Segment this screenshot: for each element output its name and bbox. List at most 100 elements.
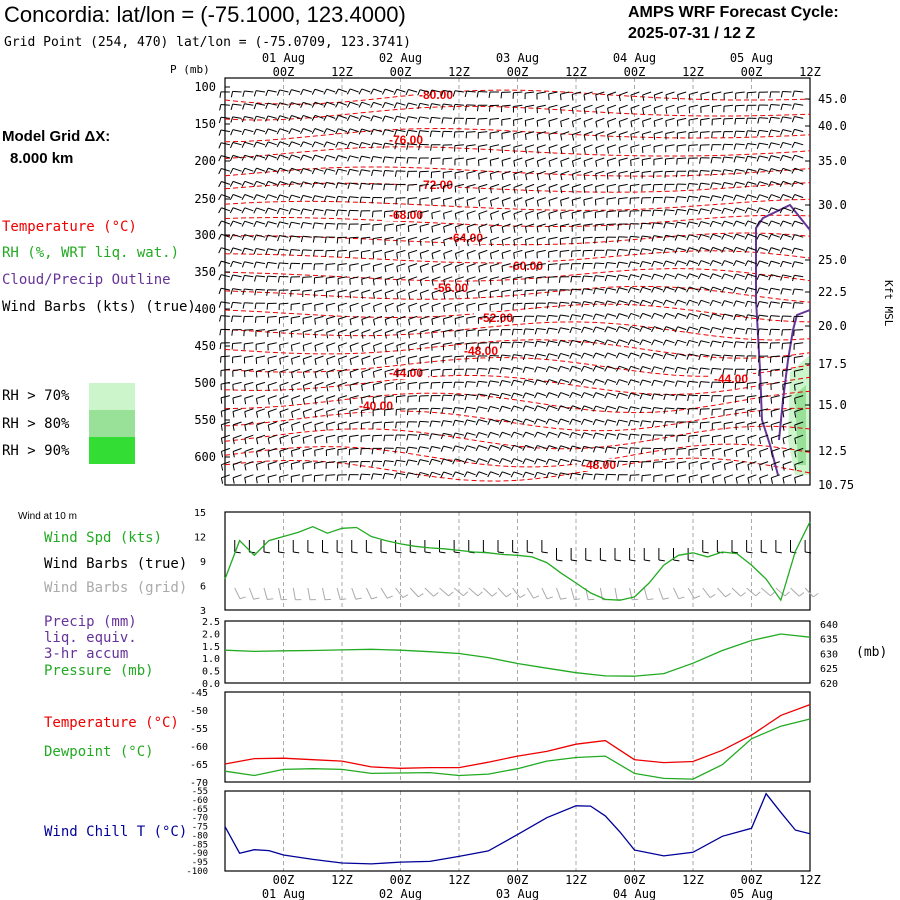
- wind-barb-flag: [782, 464, 785, 471]
- wind-barb-flag: [791, 194, 796, 201]
- wind-barb: [630, 352, 640, 357]
- wind-barb-flag: [417, 459, 421, 466]
- wind-barb: [256, 234, 266, 238]
- wind-barb: [630, 379, 640, 383]
- height-tick-label: 15.0: [818, 398, 847, 412]
- wind-barb: [618, 446, 628, 449]
- wind-barb: [221, 194, 231, 199]
- wind-barb-flag: [466, 253, 469, 260]
- wind-barb: [630, 117, 640, 122]
- wind-barb: [525, 197, 535, 202]
- wind-barb-flag: [218, 234, 222, 240]
- wind-barb: [279, 154, 289, 159]
- wind-barb: [653, 260, 663, 265]
- wind-barb-flag: [780, 302, 784, 309]
- wind-barb-flag: [229, 220, 234, 227]
- wind-barb-flag: [264, 141, 269, 148]
- wind-barb: [361, 155, 371, 159]
- wind-barb: [291, 474, 301, 478]
- wind-barb-flag: [229, 181, 234, 187]
- wind-barb-flag: [371, 197, 374, 204]
- wind-barb: [689, 91, 699, 95]
- wind-barb: [560, 340, 570, 344]
- wind-barb: [782, 154, 792, 159]
- wind-barb-flag: [662, 260, 667, 267]
- wind-barb-flag: [557, 340, 561, 347]
- wind-barb: [724, 220, 734, 225]
- wind-barb: [361, 101, 371, 106]
- wind-barb: [759, 447, 769, 452]
- wind-barb-flag: [382, 115, 386, 122]
- wind-barb-flag: [408, 332, 410, 339]
- wind-barb-flag: [722, 156, 725, 163]
- wind-barb: [408, 236, 418, 241]
- wind-barb-flag: [288, 222, 292, 229]
- wind-barb: [572, 117, 582, 122]
- wind-barb: [735, 327, 745, 331]
- wind-barb: [747, 434, 757, 439]
- wind-barb: [548, 472, 558, 476]
- wind-barb: [455, 276, 465, 281]
- wind-barb-flag: [323, 168, 327, 175]
- wind-barb-flag: [688, 476, 691, 484]
- wind-barb-flag: [595, 94, 598, 101]
- wind-barb: [302, 434, 312, 439]
- wind-barb-flag: [372, 292, 375, 299]
- wind-barb-flag: [768, 194, 772, 201]
- wind-barb-flag: [431, 318, 434, 326]
- wind-barb: [560, 157, 570, 162]
- wind-barb: [232, 260, 242, 265]
- wind-barb: [326, 408, 336, 412]
- wind-barb: [747, 207, 757, 212]
- wind-barb: [724, 233, 734, 238]
- wind-barb: [536, 366, 546, 370]
- wind-barb-flag: [314, 424, 317, 431]
- wind-barb-flag: [265, 128, 269, 135]
- wind-barb-grid-flag: [491, 592, 498, 597]
- wind-barb-flag: [407, 225, 410, 233]
- wind-barb: [665, 144, 675, 147]
- wind-barb: [349, 302, 359, 307]
- wind-barb: [302, 302, 312, 306]
- wind-barb-flag: [534, 418, 538, 425]
- wind-barb-flag: [734, 118, 737, 125]
- wind-barb: [595, 117, 605, 122]
- wind-barb: [548, 249, 558, 253]
- temperature-contour-label: -52.00: [479, 311, 513, 325]
- wind-barb-flag: [593, 460, 596, 467]
- wind-barb-flag: [721, 247, 725, 253]
- wind-barb: [606, 223, 617, 226]
- wind-barb-flag: [488, 91, 491, 98]
- wind-barb-flag: [744, 207, 749, 214]
- wind-barb: [712, 104, 722, 108]
- wind-barb: [478, 380, 488, 383]
- wind-barb-flag: [698, 170, 702, 177]
- wind-barb-flag: [513, 160, 516, 167]
- wind-barb-true-flag: [424, 551, 431, 554]
- wind-barb: [443, 197, 453, 201]
- wind-barb: [537, 210, 546, 215]
- wind-barb: [536, 223, 546, 228]
- wind-barb: [385, 329, 394, 334]
- wind-barb: [478, 471, 488, 476]
- time-axes: 00Z00Z12Z12Z00Z00Z12Z12Z00Z00Z12Z12Z00Z0…: [262, 51, 821, 900]
- wind-barb: [759, 220, 769, 225]
- wind-barb: [677, 247, 687, 251]
- wind-barb-flag: [569, 432, 573, 439]
- wind-barb-flag: [605, 460, 608, 467]
- wind-barb-flag: [453, 369, 456, 376]
- wind-barb-flag: [732, 233, 737, 240]
- wind-barb-flag: [745, 328, 748, 335]
- wind-barb-flag: [267, 424, 270, 432]
- wind-barb-flag: [229, 207, 234, 214]
- wind-barb-flag: [557, 379, 562, 385]
- wind-barb-flag: [430, 158, 432, 165]
- wind-barb: [490, 380, 500, 383]
- wind-barb-flag: [606, 160, 609, 167]
- wind-barb: [220, 116, 230, 119]
- wind-barb-flag: [779, 142, 784, 149]
- wind-barb-flag: [779, 207, 784, 214]
- wind-barb: [408, 197, 418, 200]
- wind-barb: [525, 353, 535, 357]
